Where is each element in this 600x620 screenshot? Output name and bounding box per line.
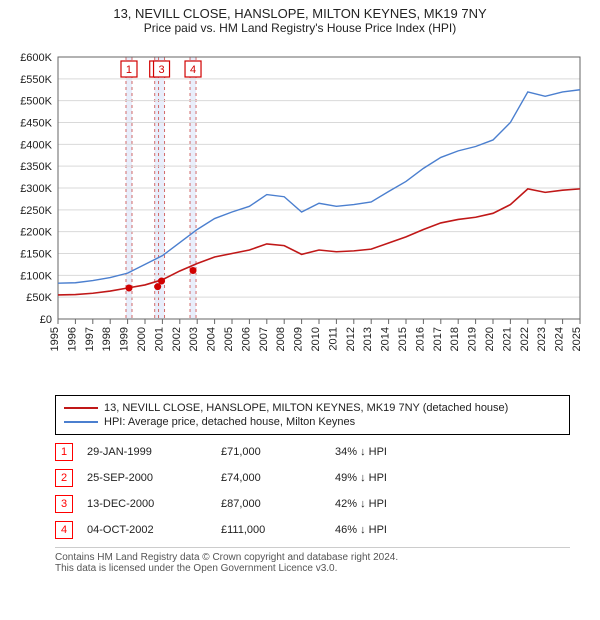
chart-svg: 1234£0£50K£100K£150K£200K£250K£300K£350K… xyxy=(0,39,600,389)
svg-text:3: 3 xyxy=(158,64,164,76)
svg-text:£300K: £300K xyxy=(20,183,52,195)
svg-text:£200K: £200K xyxy=(20,227,52,239)
svg-text:2003: 2003 xyxy=(188,327,200,351)
svg-text:1996: 1996 xyxy=(66,327,78,351)
transaction-price: £71,000 xyxy=(221,446,321,458)
transaction-date: 25-SEP-2000 xyxy=(87,472,207,484)
svg-text:2011: 2011 xyxy=(327,327,339,351)
transaction-row: 1 29-JAN-1999 £71,000 34% ↓ HPI xyxy=(55,443,570,461)
legend-row: 13, NEVILL CLOSE, HANSLOPE, MILTON KEYNE… xyxy=(64,402,561,414)
svg-text:1999: 1999 xyxy=(119,327,131,351)
transaction-row: 2 25-SEP-2000 £74,000 49% ↓ HPI xyxy=(55,469,570,487)
svg-text:2019: 2019 xyxy=(467,327,479,351)
transaction-marker: 3 xyxy=(55,495,73,513)
svg-text:£600K: £600K xyxy=(20,52,52,64)
svg-text:2014: 2014 xyxy=(380,327,392,351)
transaction-marker: 1 xyxy=(55,443,73,461)
svg-text:£100K: £100K xyxy=(20,270,52,282)
transaction-row: 3 13-DEC-2000 £87,000 42% ↓ HPI xyxy=(55,495,570,513)
svg-text:2010: 2010 xyxy=(310,327,322,351)
svg-text:2017: 2017 xyxy=(432,327,444,351)
footer-line-1: Contains HM Land Registry data © Crown c… xyxy=(55,552,570,563)
svg-text:2016: 2016 xyxy=(414,327,426,351)
svg-text:2012: 2012 xyxy=(345,327,357,351)
chart-subtitle: Price paid vs. HM Land Registry's House … xyxy=(0,21,600,35)
legend-row: HPI: Average price, detached house, Milt… xyxy=(64,416,561,428)
transaction-price: £87,000 xyxy=(221,498,321,510)
transaction-hpi-relation: 46% ↓ HPI xyxy=(335,524,435,536)
legend-swatch xyxy=(64,421,98,423)
svg-text:1997: 1997 xyxy=(84,327,96,351)
svg-text:2004: 2004 xyxy=(206,327,218,351)
transaction-hpi-relation: 42% ↓ HPI xyxy=(335,498,435,510)
footer-line-2: This data is licensed under the Open Gov… xyxy=(55,563,570,574)
svg-text:2001: 2001 xyxy=(153,327,165,351)
transaction-hpi-relation: 49% ↓ HPI xyxy=(335,472,435,484)
svg-text:£400K: £400K xyxy=(20,139,52,151)
svg-text:1998: 1998 xyxy=(101,327,113,351)
transaction-date: 04-OCT-2002 xyxy=(87,524,207,536)
svg-text:2008: 2008 xyxy=(275,327,287,351)
svg-text:£450K: £450K xyxy=(20,118,52,130)
svg-text:2007: 2007 xyxy=(258,327,270,351)
svg-text:2018: 2018 xyxy=(449,327,461,351)
svg-text:4: 4 xyxy=(190,64,196,76)
svg-text:£550K: £550K xyxy=(20,74,52,86)
svg-text:2025: 2025 xyxy=(571,327,583,351)
svg-text:2000: 2000 xyxy=(136,327,148,351)
legend-swatch xyxy=(64,407,98,409)
transaction-row: 4 04-OCT-2002 £111,000 46% ↓ HPI xyxy=(55,521,570,539)
transaction-marker: 2 xyxy=(55,469,73,487)
legend-label: 13, NEVILL CLOSE, HANSLOPE, MILTON KEYNE… xyxy=(104,402,508,414)
footer: Contains HM Land Registry data © Crown c… xyxy=(55,547,570,574)
legend: 13, NEVILL CLOSE, HANSLOPE, MILTON KEYNE… xyxy=(55,395,570,435)
page-root: 13, NEVILL CLOSE, HANSLOPE, MILTON KEYNE… xyxy=(0,6,600,574)
svg-text:2021: 2021 xyxy=(501,327,513,351)
svg-text:2023: 2023 xyxy=(536,327,548,351)
svg-text:2005: 2005 xyxy=(223,327,235,351)
svg-text:2009: 2009 xyxy=(293,327,305,351)
svg-text:2020: 2020 xyxy=(484,327,496,351)
transaction-marker: 4 xyxy=(55,521,73,539)
svg-text:2015: 2015 xyxy=(397,327,409,351)
svg-text:£250K: £250K xyxy=(20,205,52,217)
transaction-hpi-relation: 34% ↓ HPI xyxy=(335,446,435,458)
chart-title: 13, NEVILL CLOSE, HANSLOPE, MILTON KEYNE… xyxy=(0,6,600,21)
chart-area: 1234£0£50K£100K£150K£200K£250K£300K£350K… xyxy=(0,39,600,389)
transaction-date: 13-DEC-2000 xyxy=(87,498,207,510)
svg-text:2022: 2022 xyxy=(519,327,531,351)
transaction-price: £74,000 xyxy=(221,472,321,484)
transactions-table: 1 29-JAN-1999 £71,000 34% ↓ HPI 2 25-SEP-2000… xyxy=(55,443,570,539)
svg-text:2006: 2006 xyxy=(240,327,252,351)
svg-text:£150K: £150K xyxy=(20,249,52,261)
svg-text:2013: 2013 xyxy=(362,327,374,351)
svg-text:1: 1 xyxy=(126,64,132,76)
svg-text:2024: 2024 xyxy=(554,327,566,351)
svg-text:1995: 1995 xyxy=(49,327,61,351)
legend-label: HPI: Average price, detached house, Milt… xyxy=(104,416,355,428)
svg-text:£500K: £500K xyxy=(20,96,52,108)
svg-text:£0: £0 xyxy=(40,314,52,326)
transaction-date: 29-JAN-1999 xyxy=(87,446,207,458)
svg-text:£350K: £350K xyxy=(20,161,52,173)
svg-text:£50K: £50K xyxy=(26,292,52,304)
transaction-price: £111,000 xyxy=(221,524,321,536)
svg-text:2002: 2002 xyxy=(171,327,183,351)
